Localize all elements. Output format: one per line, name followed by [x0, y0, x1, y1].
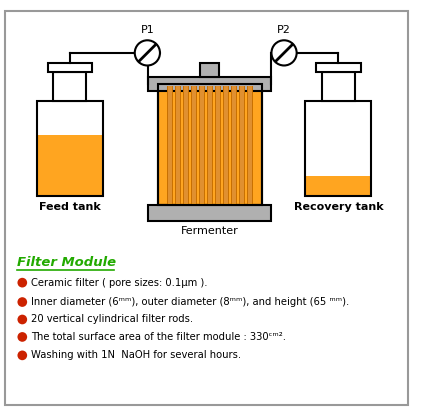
Bar	[158, 84, 261, 205]
Text: Fermenter: Fermenter	[181, 226, 238, 236]
Bar	[207, 86, 212, 203]
Bar	[175, 86, 180, 203]
Text: Washing with 1N  NaOH for several hours.: Washing with 1N NaOH for several hours.	[31, 350, 241, 360]
Bar	[247, 86, 252, 203]
Bar	[321, 72, 354, 102]
Bar	[191, 86, 196, 203]
Bar	[148, 77, 271, 91]
Text: P2: P2	[276, 25, 290, 35]
Text: Feed tank: Feed tank	[39, 202, 101, 212]
Bar	[215, 86, 220, 203]
Circle shape	[271, 40, 296, 65]
Bar	[47, 62, 92, 72]
Bar	[231, 86, 236, 203]
Circle shape	[135, 40, 160, 65]
Circle shape	[17, 351, 27, 360]
Text: 20 vertical cylindrical filter rods.: 20 vertical cylindrical filter rods.	[31, 314, 193, 324]
Bar	[37, 135, 103, 196]
Bar	[53, 72, 86, 102]
Text: Filter Module: Filter Module	[17, 257, 116, 270]
Bar	[167, 86, 172, 203]
Text: P1: P1	[140, 25, 154, 35]
Bar	[158, 84, 261, 205]
Text: The total surface area of the filter module : 330ᶜᵐ².: The total surface area of the filter mod…	[31, 332, 285, 342]
Bar	[305, 176, 371, 196]
Bar	[183, 86, 188, 203]
Circle shape	[17, 278, 27, 287]
Bar	[148, 205, 271, 220]
Bar	[199, 62, 219, 77]
Bar	[199, 86, 204, 203]
Bar	[223, 86, 228, 203]
Bar	[315, 62, 360, 72]
Circle shape	[17, 297, 27, 307]
Text: Inner diameter (6ᵐᵐ), outer diameter (8ᵐᵐ), and height (65 ᵐᵐ).: Inner diameter (6ᵐᵐ), outer diameter (8ᵐ…	[31, 297, 348, 307]
Text: Ceramic filter ( pore sizes: 0.1μm ).: Ceramic filter ( pore sizes: 0.1μm ).	[31, 277, 207, 287]
Circle shape	[17, 332, 27, 342]
Text: Recovery tank: Recovery tank	[293, 202, 382, 212]
Circle shape	[17, 314, 27, 324]
Bar	[239, 86, 244, 203]
Bar	[305, 102, 371, 196]
Bar	[37, 102, 103, 196]
